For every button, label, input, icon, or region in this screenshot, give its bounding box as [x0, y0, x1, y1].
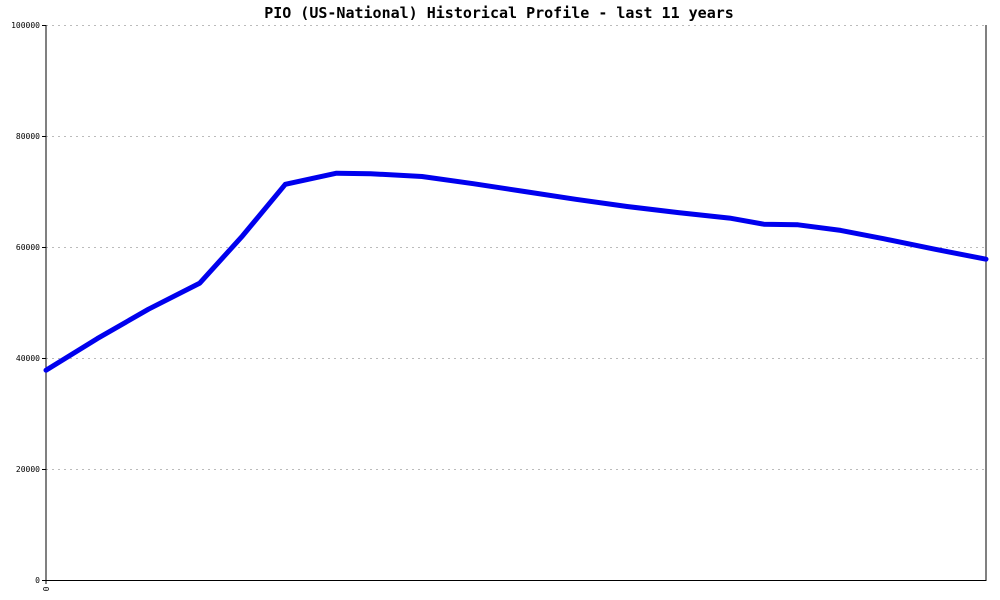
- y-tick-label: 20000: [16, 465, 40, 474]
- y-tick-labels: 0 20000 40000 60000 80000 100000: [11, 21, 46, 585]
- grid-lines: [46, 25, 986, 470]
- chart-title: PIO (US-National) Historical Profile - l…: [264, 4, 734, 22]
- axes: [45, 25, 987, 581]
- series-layer: [43, 170, 989, 373]
- x-tick-label: 0: [42, 586, 51, 591]
- y-tick-label: 0: [35, 576, 40, 585]
- y-tick-label: 40000: [16, 354, 40, 363]
- x-tick-labels: 0: [42, 580, 51, 591]
- series-line-0: [43, 170, 989, 373]
- y-tick-label: 100000: [11, 21, 40, 30]
- y-tick-label: 60000: [16, 243, 40, 252]
- y-tick-label: 80000: [16, 132, 40, 141]
